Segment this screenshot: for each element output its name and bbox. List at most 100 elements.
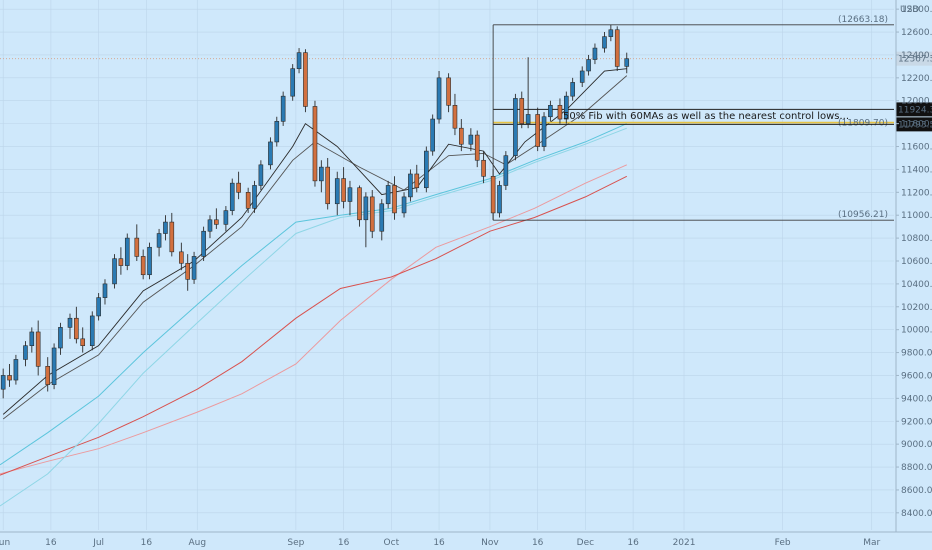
candle-body-up [13, 359, 19, 381]
candle [156, 228, 162, 257]
candle-body-up [548, 105, 553, 118]
candle-body-up [424, 150, 429, 189]
candle [614, 26, 620, 71]
candle [490, 169, 496, 220]
price-tick-label: 11400.00 [901, 165, 932, 175]
candle-body-down [245, 192, 251, 209]
candle [58, 322, 63, 355]
candle-body-up [163, 221, 168, 234]
candle [535, 107, 540, 152]
candle [474, 130, 480, 168]
candle-body-up [124, 237, 130, 266]
candle [363, 192, 369, 248]
price-tick-label: 11000.00 [901, 211, 932, 221]
candle [624, 52, 630, 74]
candle [385, 180, 391, 209]
candle-body-up [586, 59, 591, 72]
candle-body-down [557, 105, 563, 120]
candle [89, 311, 95, 351]
candle-body-down [357, 187, 362, 221]
candle-body-up [191, 256, 197, 280]
candle-body-up [58, 327, 63, 349]
candle-body-down [474, 134, 480, 161]
price-tick-label: 10800.00 [901, 234, 932, 244]
candle [223, 206, 229, 232]
price-tag-label: 11793.54 [898, 120, 932, 130]
candle-body-up [229, 182, 235, 211]
ma-cyan-light-line [0, 127, 627, 507]
candle [35, 320, 41, 376]
candle-body-up [379, 203, 385, 232]
candle [357, 185, 362, 227]
candle-body-down [459, 127, 464, 145]
candle [401, 192, 407, 218]
candle-body-up [624, 58, 630, 67]
candle [468, 128, 474, 152]
price-tick-label: 8600.00 [901, 486, 932, 496]
candle-body-down [45, 366, 51, 385]
time-tick-label: Oct [384, 538, 400, 548]
candle [207, 215, 213, 239]
candle-body-up [147, 246, 152, 276]
candle [74, 306, 79, 344]
current-price-box [896, 51, 932, 66]
candle [430, 114, 435, 156]
price-tick-label: 10400.00 [901, 280, 932, 290]
ma-cyan-line [0, 123, 628, 466]
price-tick-label: 12600.00 [901, 28, 932, 38]
time-axis[interactable]: Jun 16 Jul 16 Aug Sep 16 Oct 16 Nov 16 Dec 16 2021 Feb… [0, 531, 932, 548]
candle [503, 151, 509, 191]
candle [414, 164, 420, 193]
candle-body-up [525, 114, 531, 124]
candle [392, 176, 397, 220]
candle [602, 32, 607, 53]
candle [592, 43, 598, 65]
candle [258, 160, 264, 191]
candle-body-down [325, 166, 330, 205]
ma-black-fast-line [2, 68, 627, 415]
candle [481, 151, 486, 184]
candle-body-up [430, 118, 435, 152]
candle [424, 146, 429, 193]
time-tick-label: Nov [481, 538, 499, 548]
price-tick-label: 9600.00 [901, 371, 932, 381]
price-tick-label: 10000.00 [901, 326, 932, 336]
price-tick-label: 8800.00 [901, 463, 932, 473]
candle-body-down [169, 221, 175, 253]
price-tick-label: 12400.00 [901, 51, 932, 61]
time-tick-label: 16 [141, 538, 153, 548]
candle-body-down [140, 256, 146, 276]
price-axis[interactable]: 8400.00 8600.00 8800.00 9000.00 9200.00 9400.… [895, 0, 932, 532]
candle [436, 70, 442, 124]
candles[interactable] [0, 24, 630, 399]
candle [579, 66, 585, 87]
candle-body-down [134, 237, 140, 257]
candle-body-up [503, 155, 509, 186]
candle-body-down [481, 159, 486, 177]
candle [303, 49, 308, 113]
fib-level-label: (11809.70) [838, 119, 888, 129]
candle-body-up [51, 347, 57, 385]
candle-body-down [185, 262, 191, 280]
bracket-level-label: (10956.21) [838, 210, 888, 220]
candle [319, 160, 324, 193]
candle [191, 251, 197, 284]
candle [23, 341, 28, 367]
candle-body-up [608, 29, 614, 37]
candle-body-up [570, 82, 575, 97]
candle [179, 242, 184, 271]
candle [379, 199, 385, 241]
bracket-level-label: (12663.18) [838, 15, 888, 25]
candle-body-down [35, 331, 41, 367]
candle-body-up [258, 164, 264, 186]
price-tick-label: 9800.00 [901, 349, 932, 359]
candle [268, 137, 273, 170]
candle [290, 64, 295, 101]
candle-body-up [541, 116, 547, 147]
candle [548, 100, 553, 122]
candle [140, 249, 146, 280]
time-tick-label: 16 [627, 538, 639, 548]
